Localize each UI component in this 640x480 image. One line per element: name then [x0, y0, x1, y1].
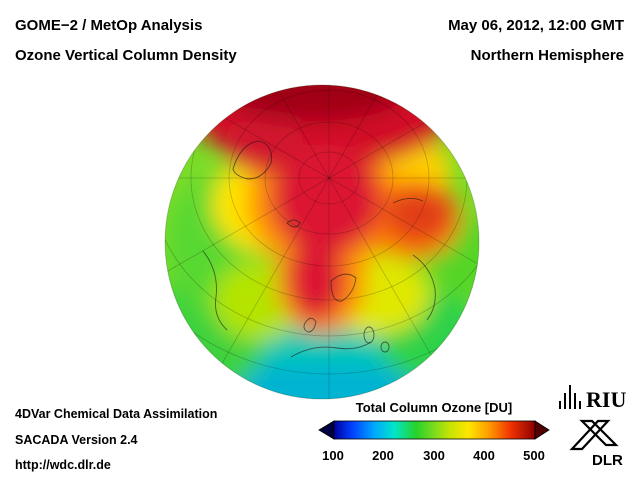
dlr-logo-svg: DLR — [569, 419, 623, 469]
colorbar-title: Total Column Ozone [DU] — [355, 400, 513, 415]
footer-credits: 4DVar Chemical Data Assimilation SACADA … — [15, 402, 217, 479]
riu-logo: RIU — [556, 381, 632, 418]
globe-map — [163, 83, 481, 401]
header-right: May 06, 2012, 12:00 GMT Northern Hemisph… — [448, 11, 624, 71]
colorbar-left-arrow — [318, 420, 335, 440]
globe-svg — [164, 84, 480, 400]
tick-300: 300 — [423, 448, 445, 463]
region-label: Northern Hemisphere — [470, 47, 624, 64]
dlr-logo-text: DLR — [592, 452, 623, 469]
dlr-wing-icon — [569, 419, 619, 451]
url-label: http://wdc.dlr.de — [15, 458, 111, 472]
colorbar-right-arrow — [534, 420, 550, 440]
colorbar-bar — [333, 420, 536, 440]
colorbar-block: Total Column Ozone [DU] — [317, 400, 551, 464]
riu-peak-icon — [559, 385, 581, 409]
datetime-label: May 06, 2012, 12:00 GMT — [448, 17, 624, 34]
tick-400: 400 — [473, 448, 495, 463]
title-line-2: Ozone Vertical Column Density — [15, 47, 237, 64]
coastlines — [202, 140, 436, 358]
colorbar-gradient — [318, 420, 550, 440]
riu-logo-svg: RIU — [559, 385, 626, 412]
title-line-1: GOME−2 / MetOp Analysis — [15, 17, 203, 34]
tick-100: 100 — [322, 448, 344, 463]
tick-200: 200 — [372, 448, 394, 463]
dlr-logo: DLR — [566, 413, 632, 474]
riu-logo-text: RIU — [586, 387, 626, 412]
assimilation-label: 4DVar Chemical Data Assimilation — [15, 407, 218, 421]
tick-500: 500 — [523, 448, 545, 463]
header-left: GOME−2 / MetOp Analysis Ozone Vertical C… — [15, 11, 237, 71]
globe-edge — [164, 84, 480, 400]
version-label: SACADA Version 2.4 — [15, 432, 138, 447]
colorbar-ticks: 100 200 300 400 500 — [317, 448, 551, 464]
